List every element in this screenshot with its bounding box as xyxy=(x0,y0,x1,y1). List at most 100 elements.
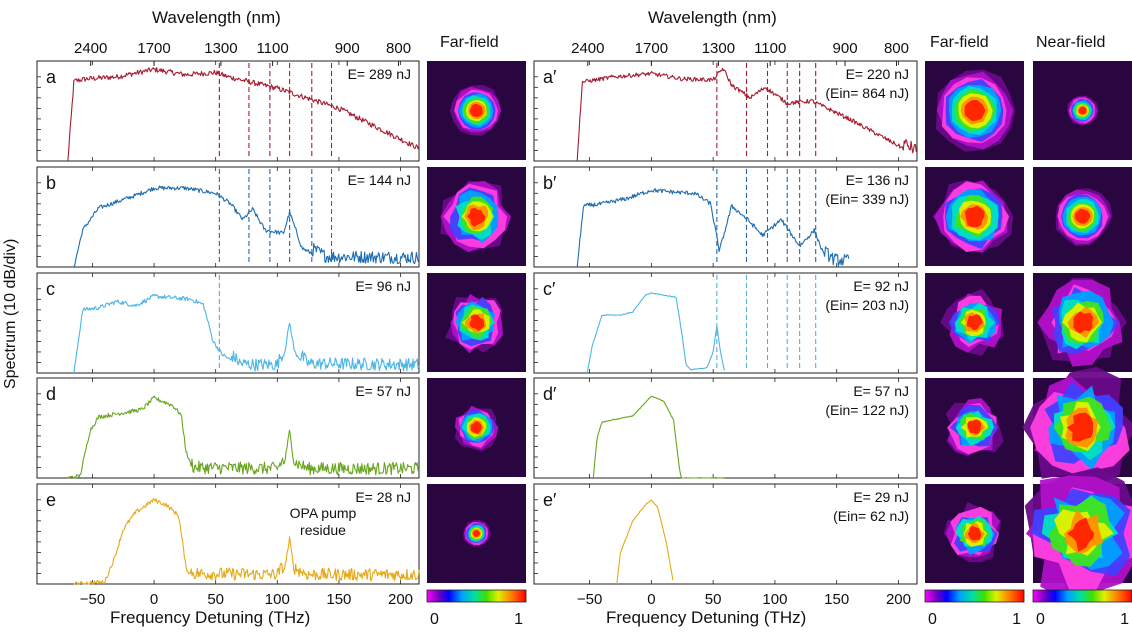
beam-contour xyxy=(1074,208,1091,224)
beam-contour xyxy=(469,103,483,117)
energy-label: E= 29 nJ xyxy=(853,489,909,505)
far-field-image-left-4 xyxy=(427,378,526,477)
input-energy-label: (Ein= 62 nJ) xyxy=(833,508,909,524)
spectrum-line-left-e xyxy=(74,497,420,585)
colorbar-min-label: 0 xyxy=(430,611,439,628)
beam-contour xyxy=(1066,412,1093,442)
beam-contour xyxy=(1066,517,1095,552)
panel-label: e′ xyxy=(543,490,557,510)
spectrum-panel-left-5: e E= 28 nJ xyxy=(36,483,420,585)
spectrum-panel-right-1: a′ E= 220 nJ (Ein= 864 nJ) xyxy=(533,60,918,162)
far-field-header-left: Far-field xyxy=(440,34,499,51)
colorbar-max-label: 1 xyxy=(1120,611,1129,628)
panel-frame xyxy=(533,60,918,162)
beam-contour xyxy=(467,207,486,227)
far-field-image-right-5 xyxy=(925,484,1024,583)
near-field-image-2 xyxy=(1033,167,1132,266)
x-axis-label-left: Frequency Detuning (THz) xyxy=(110,608,311,627)
spectrum-line-left-d xyxy=(67,395,420,479)
near-field-image-3 xyxy=(1033,273,1132,372)
input-energy-label: (Ein= 122 nJ) xyxy=(825,402,909,418)
x-tick-label: 150 xyxy=(824,591,849,608)
panel-frame xyxy=(36,60,420,162)
input-energy-label: (Ein= 339 nJ) xyxy=(825,191,909,207)
energy-label: E= 28 nJ xyxy=(355,489,411,505)
axes-layer: a E= 289 nJ b E= 144 nJ c E= 96 nJ d E= 57 nJ e E… xyxy=(36,40,1132,628)
energy-label: E= 57 nJ xyxy=(853,383,909,399)
x-tick-label: 200 xyxy=(388,591,413,608)
near-field-image-5 xyxy=(1024,467,1132,601)
far-field-image-left-5 xyxy=(427,484,526,583)
beam-contour xyxy=(1073,311,1094,334)
spectrum-line-right-c′ xyxy=(586,292,726,374)
panel-frame xyxy=(533,272,918,374)
panel-label: d xyxy=(46,384,56,404)
panel-label: b′ xyxy=(543,173,557,193)
energy-label: E= 136 nJ xyxy=(846,172,909,188)
far-field-image-right-1 xyxy=(925,61,1024,160)
x-axis-label-right: Frequency Detuning (THz) xyxy=(606,608,807,627)
panel-label: a′ xyxy=(543,67,557,87)
annotation-text: OPA pump xyxy=(290,505,357,521)
far-field-image-left-1 xyxy=(427,61,526,160)
spectrum-panel-left-2: b E= 144 nJ xyxy=(36,166,420,268)
energy-label: E= 220 nJ xyxy=(846,66,909,82)
y-axis-label: Spectrum (10 dB/div) xyxy=(2,238,19,389)
spectrum-panel-left-4: d E= 57 nJ xyxy=(36,377,420,479)
colorbar-max-label: 1 xyxy=(514,611,523,628)
beam-contour xyxy=(964,99,986,122)
panel-frame xyxy=(36,166,420,268)
spectrum-panel-right-5: e′ E= 29 nJ (Ein= 62 nJ) xyxy=(533,483,918,585)
beam-contour xyxy=(470,421,482,434)
panel-label: b xyxy=(46,173,56,193)
panel-frame xyxy=(36,483,420,585)
far-field-image-right-3 xyxy=(925,273,1024,372)
panel-frame xyxy=(36,272,420,374)
top-tick-label: 1100 xyxy=(754,40,786,57)
x-tick-label: 0 xyxy=(647,591,655,608)
energy-label: E= 92 nJ xyxy=(853,278,909,294)
panel-frame xyxy=(533,483,918,585)
spectrum-line-right-d′ xyxy=(592,395,725,479)
top-tick-label: 2400 xyxy=(571,40,604,57)
far-field-image-left-2 xyxy=(427,167,526,266)
far-field-image-right-4 xyxy=(925,378,1024,477)
spectrum-line-right-b′ xyxy=(576,188,850,268)
near-field-image-4 xyxy=(1022,367,1132,488)
spectrum-panel-left-3: c E= 96 nJ xyxy=(36,272,420,374)
input-energy-label: (Ein= 203 nJ) xyxy=(825,297,909,313)
far-field-header-right: Far-field xyxy=(930,34,989,51)
colorbar-right-far xyxy=(924,589,1025,603)
beam-contour xyxy=(966,314,983,330)
top-tick-label: 900 xyxy=(833,40,858,57)
spectrum-panel-left-1: a E= 289 nJ xyxy=(36,60,420,162)
top-axis-label-left: Wavelength (nm) xyxy=(152,8,281,27)
annotation-text: residue xyxy=(300,522,346,538)
spectrum-panel-right-3: c′ E= 92 nJ (Ein= 203 nJ) xyxy=(533,272,918,374)
top-tick-label: 1100 xyxy=(256,40,288,57)
panel-label: e xyxy=(46,490,56,510)
spectrum-line-right-e′ xyxy=(616,499,674,585)
x-tick-label: 0 xyxy=(150,591,158,608)
top-axis-label-right: Wavelength (nm) xyxy=(648,8,777,27)
energy-label: E= 289 nJ xyxy=(348,66,411,82)
panel-label: a xyxy=(46,67,57,87)
input-energy-label: (Ein= 864 nJ) xyxy=(825,85,909,101)
colorbar-left xyxy=(426,589,527,603)
top-tick-label: 2400 xyxy=(74,40,107,57)
top-tick-label: 1700 xyxy=(635,40,668,57)
panel-label: d′ xyxy=(543,384,557,404)
beam-contour xyxy=(967,525,981,541)
top-tick-label: 1300 xyxy=(702,40,735,57)
beam-contour xyxy=(964,205,985,228)
x-tick-label: 50 xyxy=(705,591,722,608)
panel-frame xyxy=(36,377,420,479)
top-tick-label: 1300 xyxy=(204,40,237,57)
panel-label: c′ xyxy=(543,279,556,299)
spectrum-line-right-a′ xyxy=(576,67,917,162)
top-tick-label: 800 xyxy=(884,40,909,57)
colorbar-min-label: 0 xyxy=(928,611,937,628)
energy-label: E= 57 nJ xyxy=(355,383,411,399)
panel-label: c xyxy=(46,279,55,299)
